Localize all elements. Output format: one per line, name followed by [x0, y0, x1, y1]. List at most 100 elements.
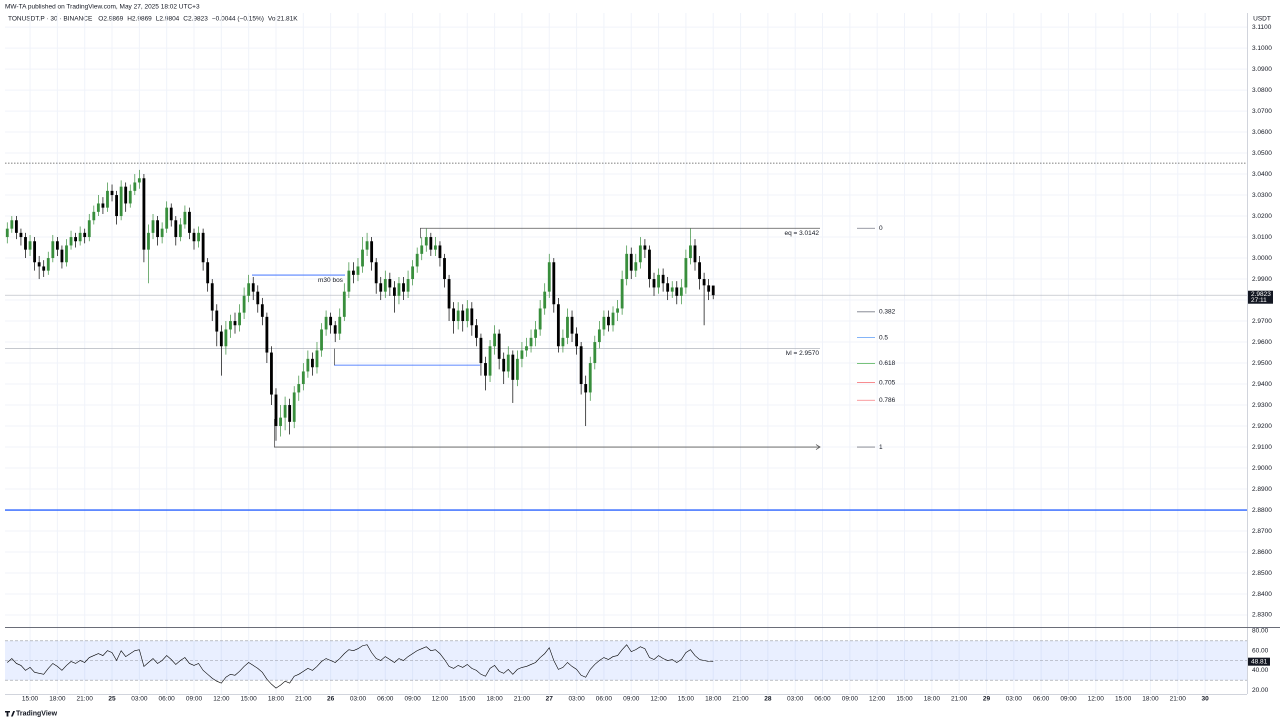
candle-body — [60, 249, 64, 263]
x-tick-label: 18:00 — [1142, 696, 1159, 703]
x-tick-label: 30 — [1201, 696, 1209, 703]
x-tick-label: 21:00 — [732, 696, 749, 703]
candle-body — [415, 253, 419, 267]
candle-body — [711, 285, 715, 296]
fib-label: 0.382 — [879, 309, 896, 316]
candle-body — [260, 304, 264, 317]
x-tick-label: 21:00 — [77, 696, 94, 703]
candle-body — [311, 358, 314, 368]
x-tick-label: 15:00 — [241, 696, 258, 703]
candle-body — [55, 241, 59, 250]
candle-body — [429, 237, 433, 250]
x-tick-label: 06:00 — [159, 696, 176, 703]
candle-body — [433, 245, 437, 250]
candle-body — [219, 331, 223, 347]
candle-body — [456, 310, 460, 322]
candle-body — [547, 262, 551, 292]
candle-body — [306, 358, 310, 372]
candle-body — [365, 241, 369, 250]
x-tick-label: 09:00 — [404, 696, 421, 703]
candle-body — [229, 321, 232, 330]
x-tick-label: 06:00 — [596, 696, 613, 703]
y-tick-label: 2.8800 — [1252, 507, 1272, 514]
candle-body — [183, 211, 187, 225]
candle-body — [5, 228, 9, 238]
candle-body — [684, 258, 688, 288]
x-tick-label: 21:00 — [295, 696, 312, 703]
fib-label: 0.705 — [879, 379, 896, 386]
candle-body — [333, 325, 337, 334]
candle-body — [552, 262, 556, 305]
candle-body — [156, 220, 159, 238]
rsi-tick-label: 20.00 — [1252, 687, 1269, 694]
rsi-tag-value: 48.81 — [1251, 658, 1268, 665]
x-tick-label: 15:00 — [459, 696, 476, 703]
candle-body — [83, 232, 87, 238]
candle-body — [570, 316, 574, 334]
candle-body — [502, 358, 506, 372]
brand-name: TradingView — [16, 710, 58, 717]
y-tick-label: 2.9900 — [1252, 276, 1272, 283]
candle-body — [588, 363, 592, 393]
candle-body — [147, 232, 150, 250]
x-tick-label: 15:00 — [896, 696, 913, 703]
candle-body — [101, 203, 105, 208]
candle-body — [702, 279, 706, 286]
y-tick-label: 2.8400 — [1252, 591, 1272, 598]
y-tick-label: 2.8600 — [1252, 549, 1272, 556]
candle-body — [534, 329, 538, 338]
price-tag-value: 2.9823 — [1251, 291, 1271, 298]
level-label: lvl = 2.9570 — [786, 350, 820, 357]
level-label: eq = 3.0142 — [784, 230, 819, 237]
candle-body — [447, 279, 451, 309]
candle-body — [169, 207, 173, 221]
fib-label: 0.5 — [879, 334, 888, 341]
candle-body — [10, 220, 14, 229]
candle-body — [188, 211, 191, 233]
y-tick-label: 3.0100 — [1252, 234, 1272, 241]
candle-body — [265, 316, 269, 353]
candle-body — [210, 283, 214, 311]
legend-value: Vol21.81K — [268, 16, 298, 23]
candle-body — [301, 371, 305, 385]
y-tick-label: 2.8700 — [1252, 528, 1272, 535]
x-tick-label: 15:00 — [22, 696, 39, 703]
candle-body — [92, 211, 96, 221]
candle-body — [137, 178, 141, 183]
y-tick-label: 2.8500 — [1252, 570, 1272, 577]
y-tick-label: 3.0700 — [1252, 108, 1272, 115]
candle-body — [420, 245, 424, 254]
y-tick-label: 2.9300 — [1252, 402, 1272, 409]
y-tick-label: 2.9500 — [1252, 360, 1272, 367]
candle-body — [602, 316, 606, 330]
x-tick-label: 25 — [108, 696, 116, 703]
candle-body — [520, 350, 524, 359]
x-tick-label: 21:00 — [951, 696, 968, 703]
candle-body — [347, 270, 351, 292]
candle-body — [160, 228, 164, 238]
candle-body — [315, 350, 319, 368]
x-tick-label: 18:00 — [705, 696, 722, 703]
candle-body — [238, 312, 241, 326]
candle-body — [474, 325, 478, 338]
x-tick-label: 12:00 — [1088, 696, 1105, 703]
candle-body — [338, 316, 342, 334]
candle-body — [383, 279, 387, 292]
candle-body — [529, 337, 533, 347]
x-tick-label: 15:00 — [1115, 696, 1132, 703]
x-tick-label: 03:00 — [1006, 696, 1023, 703]
candle-body — [411, 266, 415, 280]
candle-body — [657, 274, 660, 288]
candle-body — [470, 308, 474, 326]
candle-body — [78, 232, 82, 242]
candle-body — [51, 241, 55, 259]
y-tick-label: 2.9100 — [1252, 444, 1272, 451]
x-tick-label: 03:00 — [131, 696, 148, 703]
candle-body — [406, 279, 410, 292]
candle-body — [42, 266, 46, 271]
x-tick-label: 09:00 — [1060, 696, 1077, 703]
candle-body — [14, 220, 18, 233]
fib-label: 0 — [879, 225, 883, 232]
candle-body — [374, 262, 378, 284]
candle-body — [575, 333, 578, 347]
